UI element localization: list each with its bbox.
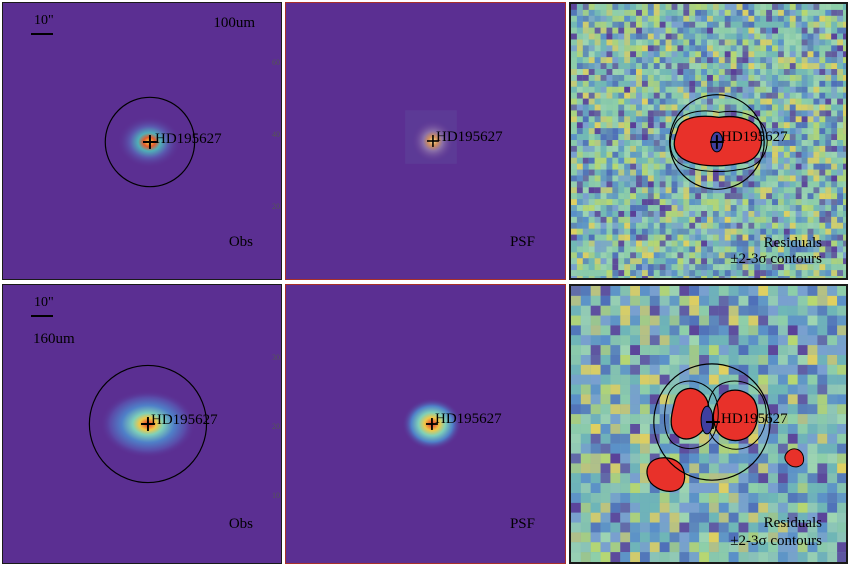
panel-label: Residuals: [763, 515, 822, 531]
scale-label: 10": [34, 295, 54, 310]
panel-label: Obs: [228, 234, 253, 250]
panel-160um-psf: HD195627 PSF: [285, 284, 566, 564]
panel-label: Obs: [228, 516, 253, 532]
target-label: HD195627: [721, 411, 788, 427]
band-label: 100um: [213, 15, 255, 31]
panel-label: Residuals: [763, 235, 822, 251]
axis-tick: 20: [272, 202, 280, 211]
scale-bar: [31, 33, 53, 35]
axis-tick: 20: [272, 422, 280, 431]
target-label: HD195627: [151, 412, 218, 428]
axis-tick: 40: [272, 130, 280, 139]
panel-sublabel: ±2-3σ contours: [730, 251, 822, 267]
panel-160um-obs: 10" 160um HD195627 Obs: [2, 284, 282, 564]
panel-label: PSF: [509, 234, 535, 250]
target-label: HD195627: [435, 411, 502, 427]
scale-label: 10": [34, 13, 54, 28]
band-label: 160um: [33, 331, 75, 347]
panel-label: PSF: [509, 516, 535, 532]
panel-100um-residuals: HD195627 Residuals ±2-3σ contours: [569, 2, 848, 280]
target-label: HD195627: [155, 131, 222, 147]
target-label: HD195627: [436, 129, 503, 145]
target-label: HD195627: [721, 129, 788, 145]
image-160um-obs: [3, 285, 281, 563]
panel-sublabel: ±2-3σ contours: [730, 533, 822, 549]
panel-160um-residuals: HD195627 Residuals ±2-3σ contours: [569, 284, 848, 564]
axis-tick: 60: [272, 58, 280, 67]
image-160um-residuals: [571, 286, 846, 562]
panel-100um-obs: 10" 100um HD195627 Obs: [2, 2, 282, 280]
axis-tick: 10: [272, 491, 280, 500]
image-100um-obs: [3, 3, 281, 279]
image-100um-residuals: [571, 4, 846, 278]
scale-bar: [31, 315, 53, 317]
axis-tick: 30: [272, 353, 280, 362]
image-100um-psf: [286, 3, 565, 279]
panel-100um-psf: HD195627 PSF: [285, 2, 566, 280]
image-160um-psf: [286, 285, 565, 563]
